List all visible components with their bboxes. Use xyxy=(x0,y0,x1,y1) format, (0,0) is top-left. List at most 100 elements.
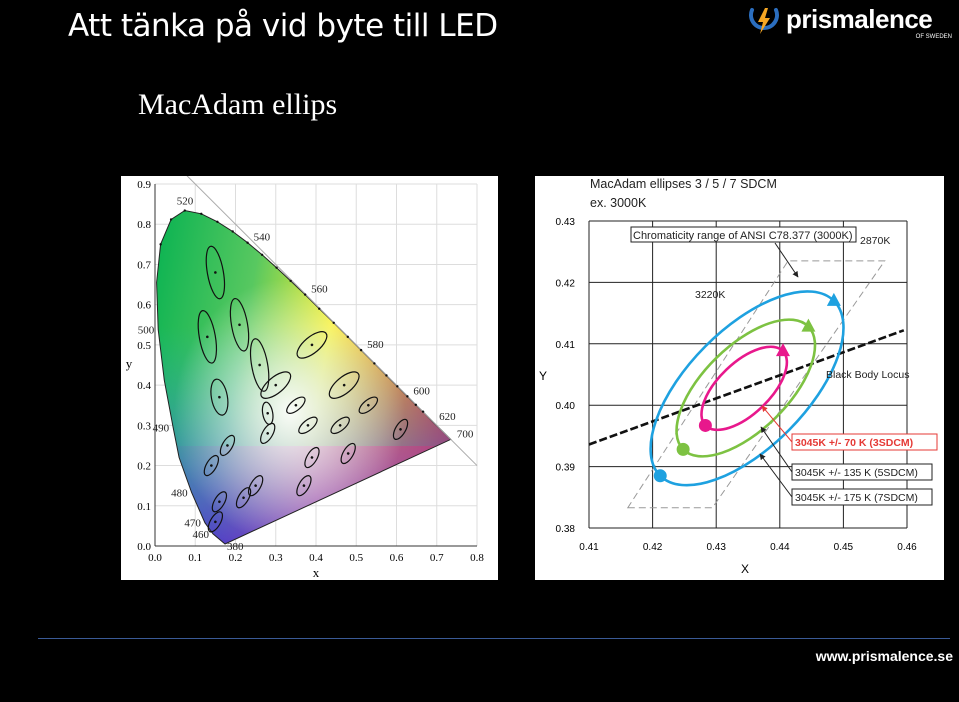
mac-x-tick: 0.43 xyxy=(706,542,726,553)
sdcm-legend-arrow-0 xyxy=(761,405,793,443)
macadam-ellipse-outline xyxy=(205,245,226,300)
macadam-ellipse-center xyxy=(238,323,241,327)
macadam-ellipse xyxy=(286,396,306,414)
macadam-ellipse xyxy=(340,442,356,465)
wavelength-label-380: 380 xyxy=(227,541,244,553)
cie-chart-svg: 520540560580600620700500490480470460380 … xyxy=(126,151,484,580)
macadam-ellipse xyxy=(235,487,252,509)
sdcm-start-dot xyxy=(653,469,667,483)
macadam-ellipse-center xyxy=(302,484,306,487)
locus-tick xyxy=(303,293,307,296)
macadam-ellipse xyxy=(205,245,226,300)
mac-x-tick: 0.41 xyxy=(579,542,599,553)
macadam-ellipse-center xyxy=(210,464,213,467)
locus-tick xyxy=(421,410,425,413)
logo-name: prismalence xyxy=(786,4,933,34)
label-2870k: 2870K xyxy=(860,235,890,247)
cie-axes: 0.0 0.1 0.2 0.3 0.4 0.5 0.6 0.7 0.8 0.0 0.1 0.2 0.3 0… xyxy=(137,179,484,564)
cie-y-tick: 0.0 xyxy=(137,541,151,553)
macadam-ellipse-outline xyxy=(203,454,220,477)
macadam-ellipse-outline xyxy=(328,371,360,399)
mac-y-tick: 0.38 xyxy=(556,524,576,535)
macadam-ellipse-outline xyxy=(392,418,409,440)
cie-y-tick: 0.3 xyxy=(137,420,151,432)
cie-y-tick: 0.4 xyxy=(137,380,151,392)
macadam-ellipse-center xyxy=(306,424,310,427)
mac-chart-subtitle: ex. 3000K xyxy=(590,196,647,210)
wavelength-label-500: 500 xyxy=(138,325,155,337)
macadam-ellipse xyxy=(260,422,276,444)
macadam-ellipse xyxy=(260,371,292,399)
mac-axes: 0.41 0.42 0.43 0.44 0.45 0.46 0.43 0.42 0.41 0.40… xyxy=(556,217,918,553)
macadam-ellipse-center xyxy=(310,343,314,347)
cie-x-tick: 0.0 xyxy=(148,552,162,564)
macadam-ellipse xyxy=(330,416,350,435)
cie-y-tick: 0.5 xyxy=(137,340,151,352)
sdcm-ellipses xyxy=(649,290,845,487)
brand-logo: prismalence OF SWEDEN xyxy=(748,4,956,44)
macadam-ellipse-center xyxy=(266,432,269,435)
macadam-ellipse xyxy=(249,338,270,392)
wavelength-label-520: 520 xyxy=(177,196,194,208)
mac-y-tick: 0.39 xyxy=(556,463,576,474)
macadam-ellipse xyxy=(298,416,318,435)
macadam-ellipse-outline xyxy=(296,331,328,359)
mac-grid xyxy=(588,220,908,529)
macadam-ellipse-outline xyxy=(210,378,229,416)
wavelength-label-620: 620 xyxy=(439,411,456,423)
locus-tick xyxy=(396,385,399,388)
macadam-ellipse-outline xyxy=(260,371,292,399)
wavelength-label-480: 480 xyxy=(171,488,188,500)
macadam-chart-svg: MacAdam ellipses 3 / 5 / 7 SDCM ex. 3000… xyxy=(539,177,938,576)
slide-subtitle: MacAdam ellips xyxy=(138,88,338,121)
locus-tick xyxy=(318,307,321,310)
macadam-ellipse-center xyxy=(399,428,402,431)
macadam-ellipse-outline xyxy=(296,475,312,497)
ansi-label-box xyxy=(630,226,857,243)
macadam-ellipse-center xyxy=(266,411,269,415)
macadam-ellipse-outline xyxy=(249,338,270,392)
sdcm-end-triangle xyxy=(801,318,816,332)
sdcm-legend-label-0: 3045K +/- 70 K (3SDCM) xyxy=(795,437,913,449)
macadam-ellipse-center xyxy=(214,520,217,524)
macadam-ellipse-outline xyxy=(207,511,224,533)
ansi-arrow xyxy=(774,242,799,278)
mac-y-label: Y xyxy=(539,369,547,383)
locus-tick xyxy=(289,279,292,283)
macadam-ellipse-outline xyxy=(358,396,379,414)
logo-tagline: OF SWEDEN xyxy=(915,34,952,40)
macadam-ellipse-center xyxy=(346,452,350,455)
locus-tick xyxy=(169,218,173,221)
macadam-ellipse-center xyxy=(258,363,261,367)
mac-x-tick: 0.42 xyxy=(643,542,663,553)
wavelength-label-560: 560 xyxy=(311,284,328,296)
macadam-ellipse xyxy=(304,446,320,469)
macadam-ellipses xyxy=(197,245,409,533)
locus-tick xyxy=(406,395,409,398)
mac-annotations: Chromaticity range of ANSI C78.377 (3000… xyxy=(630,226,938,506)
macadam-ellipse xyxy=(203,454,220,477)
label-3220k: 3220K xyxy=(695,289,725,301)
macadam-ellipse xyxy=(328,371,360,399)
sdcm-legend-arrow-1 xyxy=(760,426,793,473)
macadam-ellipse-outline xyxy=(298,416,318,435)
macadam-ellipse-center xyxy=(367,403,370,407)
wavelength-label-580: 580 xyxy=(367,339,384,351)
cie-x-tick: 0.6 xyxy=(390,552,404,564)
mac-x-label: X xyxy=(741,562,749,576)
macadam-ellipse xyxy=(207,511,224,533)
macadam-sdcm-chart: MacAdam ellipses 3 / 5 / 7 SDCM ex. 3000… xyxy=(535,176,944,580)
macadam-ellipse-center xyxy=(294,403,298,407)
mac-x-tick: 0.45 xyxy=(834,542,854,553)
mac-x-tick: 0.44 xyxy=(770,542,790,553)
sdcm-legend-arrow-2 xyxy=(759,453,793,498)
macadam-ellipse-outline xyxy=(260,422,276,444)
wavelength-label-490: 490 xyxy=(153,422,170,434)
macadam-ellipse-outline xyxy=(235,487,252,509)
macadam-ellipse-center xyxy=(206,335,209,339)
wavelength-label-600: 600 xyxy=(413,385,430,397)
locus-tick xyxy=(373,362,376,365)
macadam-ellipse xyxy=(392,418,409,440)
locus-tick xyxy=(385,374,388,377)
locus-tick xyxy=(231,230,234,233)
